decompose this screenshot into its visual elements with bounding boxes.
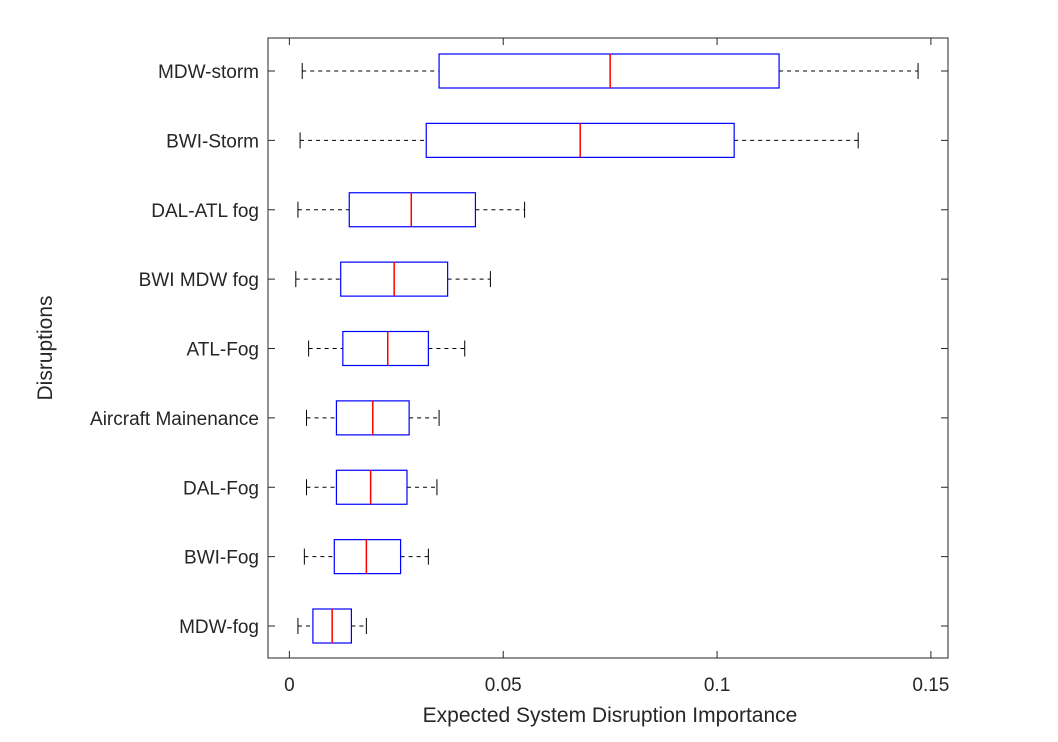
box-4 [295,261,491,297]
plot-frame [267,37,949,659]
box-7 [305,469,438,505]
x-tick-label: 0.05 [485,675,522,696]
iqr-box [438,53,780,89]
plot-area [267,37,949,659]
box-1 [301,53,919,89]
y-tick-label: BWI MDW fog [139,270,259,291]
x-tick-label: 0.1 [704,675,730,696]
box-2 [299,122,859,158]
y-tick-label: BWI-Fog [184,548,259,569]
box-8 [303,539,429,575]
y-tick-label: Aircraft Mainenance [90,409,259,430]
y-tick-label: DAL-Fog [183,478,259,499]
y-tick-label: DAL-ATL fog [151,201,259,222]
y-tick-label: ATL-Fog [186,340,259,361]
x-tick-label: 0 [284,675,295,696]
box-9 [297,608,367,644]
y-axis: MDW-storm BWI-Storm DAL-ATL fog BWI MDW fog… [90,62,948,638]
y-axis-title: Disruptions [34,295,57,400]
y-tick-label: BWI-Storm [166,131,259,152]
y-tick-label: MDW-fog [179,617,259,638]
x-tick-label: 0.15 [912,675,949,696]
iqr-box [342,330,429,367]
boxes-layer [295,53,919,644]
iqr-box [348,192,477,228]
x-axis-title: Expected System Disruption Importance [423,704,798,727]
iqr-box [335,469,408,505]
box-5 [308,330,466,367]
x-axis: 0 0.05 0.1 0.15 [284,38,949,696]
box-6 [305,400,440,436]
box-3 [297,192,526,228]
y-tick-label: MDW-storm [158,62,259,83]
iqr-box [333,539,402,575]
